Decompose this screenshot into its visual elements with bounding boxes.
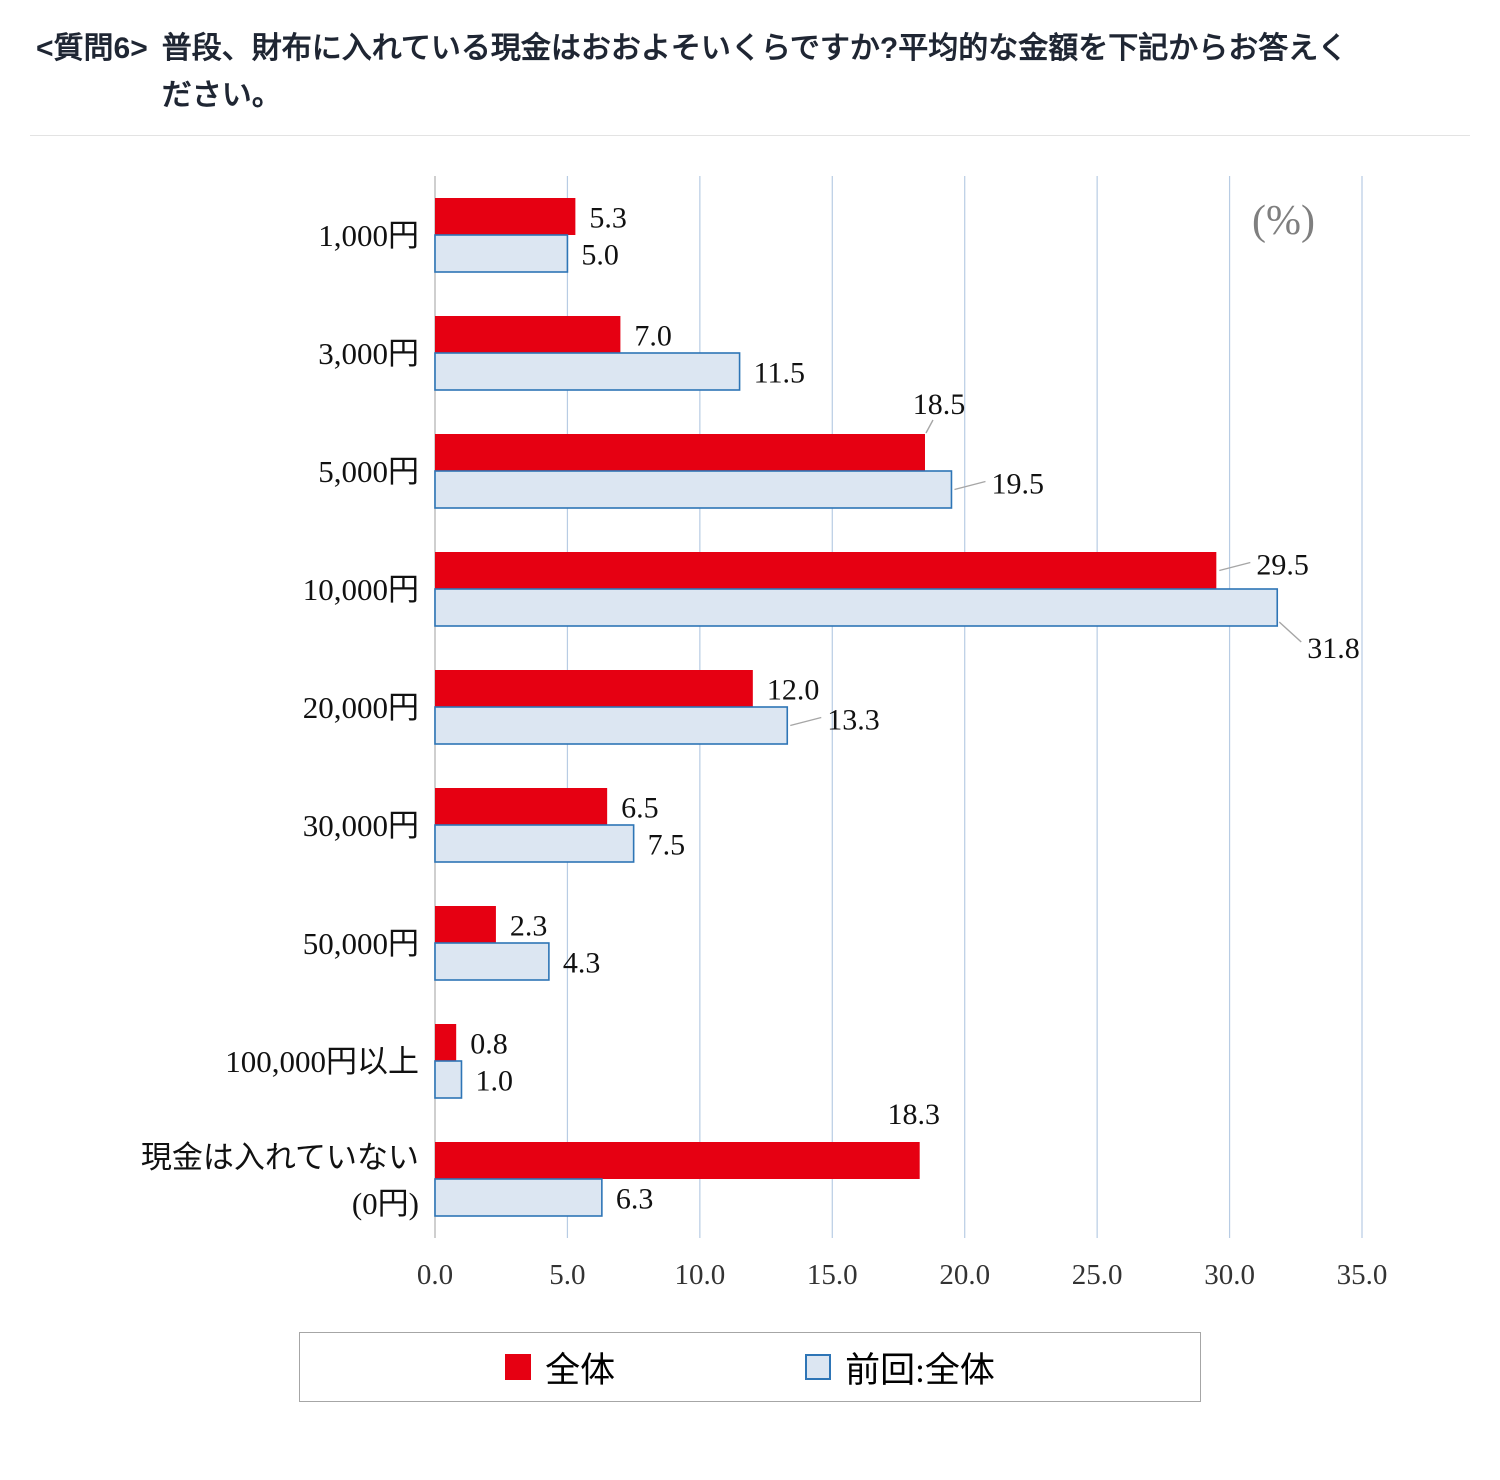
category-label: 100,000円以上 — [225, 1044, 419, 1079]
category-label: 50,000円 — [303, 926, 419, 961]
bar-current — [435, 1142, 920, 1179]
bar-previous — [434, 470, 953, 509]
legend-swatch-current — [505, 1354, 532, 1380]
value-label: 5.3 — [589, 202, 627, 235]
x-tick-label: 20.0 — [939, 1259, 990, 1291]
bar-current — [435, 552, 1217, 589]
category-label: 20,000円 — [303, 690, 419, 725]
bar-current — [435, 670, 753, 707]
bar-chart: 0.0 5.0 10.0 15.0 20.0 25.0 30.0 35.0 (%) 1,000円 5… — [141, 176, 1388, 1291]
legend-item-previous: 前回:全体 — [805, 1342, 995, 1393]
bar-current — [435, 788, 608, 825]
bar-previous — [434, 706, 789, 745]
x-tick-label: 30.0 — [1204, 1259, 1255, 1291]
bar-previous — [434, 234, 569, 273]
value-label: 0.8 — [470, 1028, 508, 1061]
category-label: 5,000円 — [318, 454, 419, 489]
value-label: 11.5 — [754, 357, 805, 390]
leader-line — [925, 419, 934, 434]
bar-previous — [434, 942, 550, 981]
leader-line — [1278, 621, 1302, 643]
value-label: 18.3 — [887, 1098, 940, 1131]
chart-question-title: <質問6> 普段、財布に入れている現金はおおよそいくらですか?平均的な金額を下記… — [0, 0, 1500, 119]
legend-item-current: 全体 — [505, 1342, 615, 1393]
value-label: 7.0 — [634, 320, 672, 353]
value-label: 4.3 — [563, 947, 601, 980]
leader-line — [1219, 561, 1251, 572]
bar-current — [435, 1024, 457, 1061]
x-tick-label: 5.0 — [549, 1259, 585, 1291]
leader-line — [954, 480, 986, 491]
value-label: 6.3 — [616, 1183, 654, 1216]
x-tick-label: 10.0 — [674, 1259, 725, 1291]
value-label: 13.3 — [827, 704, 880, 737]
bar-previous — [434, 824, 635, 863]
bar-current — [435, 906, 496, 943]
question-number: <質問6> — [36, 32, 148, 65]
category-label: 10,000円 — [303, 572, 419, 607]
value-label: 31.8 — [1307, 632, 1360, 665]
bar-previous — [434, 588, 1279, 627]
category-label: 30,000円 — [303, 808, 419, 843]
bar-current — [435, 434, 925, 471]
value-label: 12.0 — [767, 674, 820, 707]
value-label: 18.5 — [913, 388, 966, 421]
divider — [30, 135, 1470, 136]
category-label: 3,000円 — [318, 336, 419, 371]
bar-previous — [434, 352, 741, 391]
legend-swatch-previous — [805, 1354, 832, 1380]
x-tick-label: 0.0 — [417, 1259, 453, 1291]
bar-previous — [434, 1060, 463, 1099]
category-label: 1,000円 — [318, 218, 419, 253]
question-text: 普段、財布に入れている現金はおおよそいくらですか?平均的な金額を下記からお答えく… — [161, 32, 1348, 112]
bar-current — [435, 316, 621, 353]
value-label: 29.5 — [1256, 549, 1309, 582]
value-label: 2.3 — [510, 910, 547, 943]
category-label: 現金は入れていない(0円) — [141, 1140, 419, 1221]
bar-current — [435, 198, 576, 235]
unit-label: (%) — [1252, 198, 1315, 244]
x-tick-label: 25.0 — [1072, 1259, 1123, 1291]
legend-label-current: 全体 — [545, 1350, 616, 1390]
value-label: 1.0 — [475, 1065, 513, 1098]
legend-label-previous: 前回:全体 — [845, 1350, 995, 1390]
value-label: 5.0 — [581, 239, 619, 272]
leader-line — [790, 716, 822, 727]
legend: 全体 前回:全体 — [299, 1332, 1201, 1402]
x-tick-label: 35.0 — [1337, 1259, 1388, 1291]
value-label: 7.5 — [648, 829, 686, 862]
value-label: 19.5 — [991, 468, 1044, 501]
x-tick-label: 15.0 — [807, 1259, 858, 1291]
bar-previous — [434, 1178, 603, 1217]
value-label: 6.5 — [621, 792, 659, 825]
